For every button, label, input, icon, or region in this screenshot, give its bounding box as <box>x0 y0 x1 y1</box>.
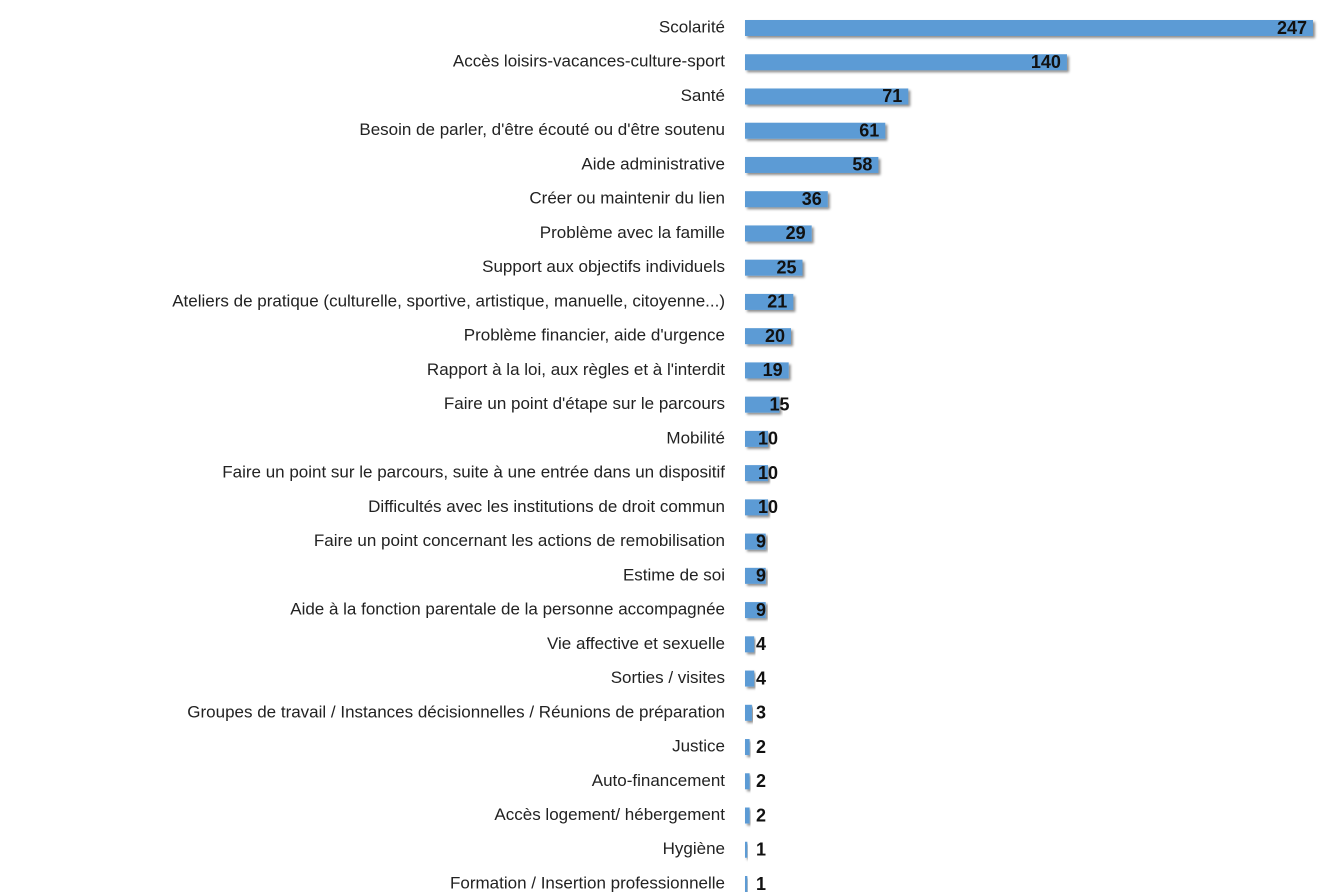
category-label: Scolarité <box>659 17 725 36</box>
category-label: Aide administrative <box>581 154 725 173</box>
value-label: 15 <box>769 394 789 414</box>
value-label: 61 <box>859 120 879 140</box>
category-label: Problème financier, aide d'urgence <box>464 326 725 345</box>
value-label: 9 <box>756 531 766 551</box>
bar <box>745 602 766 619</box>
value-label: 9 <box>756 566 766 586</box>
value-label: 1 <box>756 874 766 892</box>
bar <box>745 533 766 550</box>
category-label: Hygiène <box>663 839 725 858</box>
bar <box>745 54 1067 71</box>
bar <box>745 739 750 756</box>
bar <box>745 328 791 345</box>
value-label: 4 <box>756 668 766 688</box>
category-label: Accès logement/ hébergement <box>494 805 725 824</box>
bar <box>745 225 812 242</box>
value-label: 10 <box>758 429 778 449</box>
value-label: 2 <box>756 805 766 825</box>
bar <box>745 773 750 790</box>
category-label: Rapport à la loi, aux règles et à l'inte… <box>427 360 725 379</box>
bar <box>745 191 828 208</box>
category-label: Estime de soi <box>623 565 725 584</box>
value-label: 3 <box>756 703 766 723</box>
bar <box>745 567 766 584</box>
bar <box>745 876 748 892</box>
category-label: Difficultés avec les institutions de dro… <box>368 497 725 516</box>
bar <box>745 293 794 310</box>
value-label: 140 <box>1031 52 1061 72</box>
bar <box>745 465 768 482</box>
bar <box>745 670 755 687</box>
value-label: 10 <box>758 463 778 483</box>
bar <box>745 841 748 858</box>
bar <box>745 430 768 447</box>
bar <box>745 499 768 516</box>
value-label: 29 <box>786 223 806 243</box>
category-label: Auto-financement <box>592 771 726 790</box>
category-label: Faire un point d'étape sur le parcours <box>444 394 725 413</box>
value-label: 1 <box>756 840 766 860</box>
value-label: 10 <box>758 497 778 517</box>
category-label: Vie affective et sexuelle <box>547 634 725 653</box>
value-label: 58 <box>852 155 872 175</box>
value-label: 2 <box>756 771 766 791</box>
value-label: 9 <box>756 600 766 620</box>
bar <box>745 704 752 721</box>
value-label: 25 <box>776 257 796 277</box>
category-label: Sorties / visites <box>611 668 725 687</box>
bar <box>745 122 886 139</box>
bar <box>745 88 909 105</box>
category-label: Créer ou maintenir du lien <box>529 189 725 208</box>
value-label: 71 <box>882 86 902 106</box>
value-label: 19 <box>763 360 783 380</box>
value-label: 20 <box>765 326 785 346</box>
value-label: 4 <box>756 634 766 654</box>
bar <box>745 259 803 276</box>
category-label: Formation / Insertion professionnelle <box>450 873 725 892</box>
category-label: Accès loisirs-vacances-culture-sport <box>453 52 725 71</box>
category-label: Support aux objectifs individuels <box>482 257 725 276</box>
bar <box>745 156 879 173</box>
category-label: Ateliers de pratique (culturelle, sporti… <box>172 291 725 310</box>
category-label: Santé <box>681 86 725 105</box>
category-label: Justice <box>672 737 725 756</box>
category-label: Faire un point concernant les actions de… <box>314 531 725 550</box>
value-label: 36 <box>802 189 822 209</box>
bar <box>745 807 750 824</box>
value-label: 21 <box>767 292 787 312</box>
category-label: Faire un point sur le parcours, suite à … <box>222 463 725 482</box>
category-label: Mobilité <box>666 428 725 447</box>
category-label: Besoin de parler, d'être écouté ou d'êtr… <box>359 120 725 139</box>
category-label: Problème avec la famille <box>540 223 725 242</box>
bar <box>745 20 1313 36</box>
bar <box>745 636 755 653</box>
value-label: 2 <box>756 737 766 757</box>
value-label: 247 <box>1277 18 1307 38</box>
category-label: Aide à la fonction parentale de la perso… <box>290 600 725 619</box>
bar <box>745 362 789 379</box>
bar <box>745 396 780 413</box>
category-label: Groupes de travail / Instances décisionn… <box>187 702 725 721</box>
